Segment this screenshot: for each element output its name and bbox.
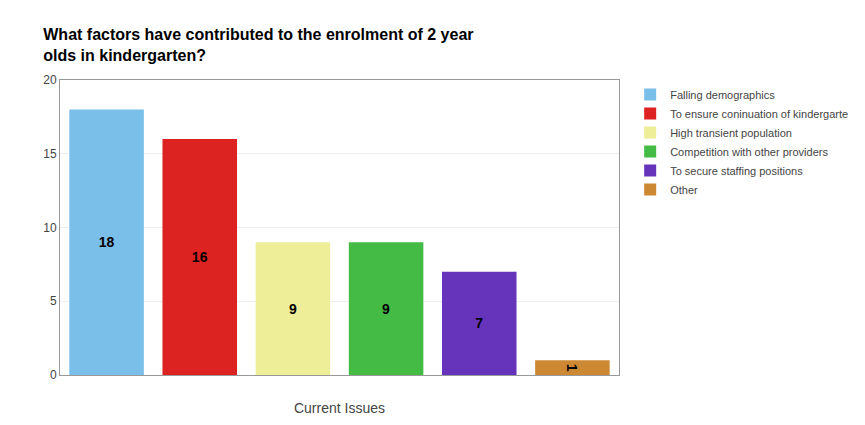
svg-text:20: 20 — [43, 73, 57, 87]
svg-text:To secure staffing positions: To secure staffing positions — [670, 165, 803, 177]
svg-text:Competition with other provide: Competition with other providers — [670, 146, 828, 158]
svg-text:0: 0 — [50, 368, 57, 382]
svg-text:18: 18 — [99, 234, 115, 250]
svg-text:1: 1 — [564, 364, 580, 372]
svg-text:10: 10 — [43, 221, 57, 235]
svg-text:What factors have contributed: What factors have contributed to the enr… — [43, 26, 473, 64]
svg-text:9: 9 — [382, 301, 390, 317]
svg-text:5: 5 — [50, 294, 57, 308]
svg-text:15: 15 — [43, 147, 57, 161]
svg-text:Current Issues: Current Issues — [294, 400, 385, 416]
svg-text:7: 7 — [475, 315, 483, 331]
svg-text:To ensure coninuation of kinde: To ensure coninuation of kindergarte — [670, 108, 848, 120]
svg-text:High transient population: High transient population — [670, 127, 792, 139]
svg-text:9: 9 — [289, 301, 297, 317]
svg-text:Falling demographics: Falling demographics — [670, 89, 775, 101]
svg-text:16: 16 — [192, 249, 208, 265]
svg-text:Other: Other — [670, 184, 698, 196]
